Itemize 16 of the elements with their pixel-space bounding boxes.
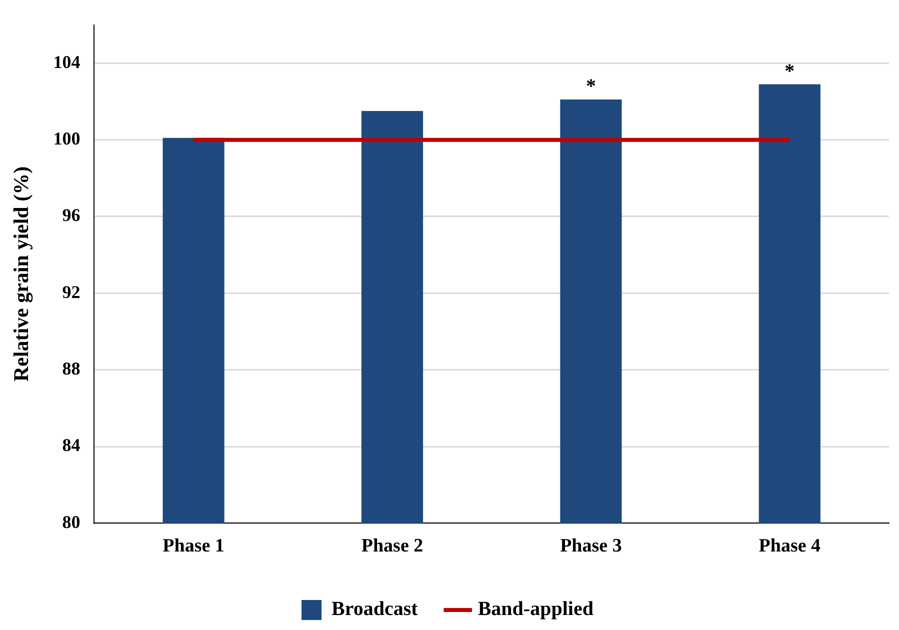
x-tick-label: Phase 4	[758, 536, 822, 557]
x-tick-label: Phase 1	[162, 536, 224, 557]
y-tick-label: 96	[62, 205, 80, 226]
legend-label: Broadcast	[332, 598, 418, 620]
y-axis-title: Relative grain yield (%)	[9, 166, 34, 382]
x-tick-label: Phase 2	[361, 536, 424, 557]
y-tick-label: 88	[62, 358, 80, 378]
x-tick-label: Phase 3	[560, 536, 622, 557]
y-tick-label: 84	[62, 435, 80, 456]
annotation: *	[586, 76, 596, 98]
y-tick-label: 80	[62, 512, 80, 532]
y-tick-label: 100	[53, 128, 80, 148]
annotation: *	[784, 60, 795, 82]
legend-label: Band-applied	[478, 598, 594, 620]
y-tick-label: 92	[62, 282, 80, 302]
y-tick-label: 104	[53, 52, 80, 72]
